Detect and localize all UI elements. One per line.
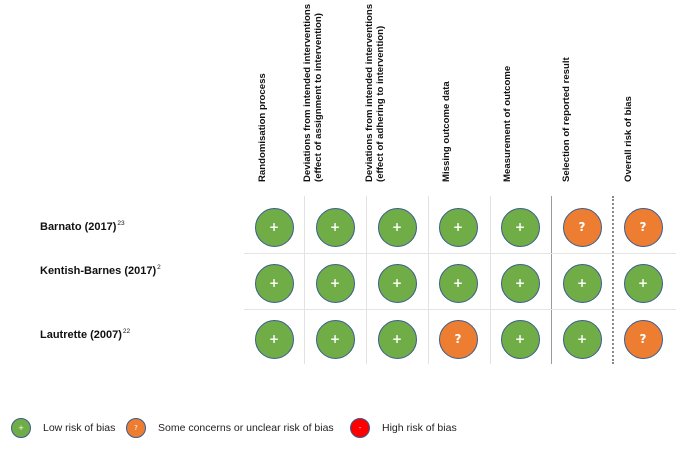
legend-symbol: ? [134, 424, 138, 432]
low-risk-icon: + [500, 319, 540, 359]
study-label-barnato: Barnato (2017)23 [40, 220, 125, 233]
low-risk-icon: + [315, 319, 355, 359]
header-label: Deviations from intended interventions [364, 3, 375, 182]
low-risk-icon: + [315, 263, 355, 303]
overall-divider [612, 196, 614, 364]
grid-divider [490, 196, 491, 364]
row-divider [244, 309, 676, 310]
legend-high: - High risk of bias [350, 417, 457, 439]
low-risk-icon: + [377, 319, 417, 359]
grid-divider [551, 196, 552, 364]
some-concerns-icon: ? [126, 418, 146, 438]
grid-divider [304, 196, 305, 364]
some-concerns-icon: ? [438, 319, 478, 359]
header-sublabel: (effect of adhering to intervention) [375, 25, 386, 182]
study-name: Lautrette (2007) [40, 329, 122, 341]
low-risk-icon: + [562, 263, 602, 303]
low-risk-icon: + [377, 207, 417, 247]
legend-label: High risk of bias [382, 422, 457, 434]
low-risk-icon: + [562, 319, 602, 359]
grid-divider [366, 196, 367, 364]
header-label: Measurement of outcome [502, 65, 513, 182]
some-concerns-icon: ? [623, 319, 663, 359]
low-risk-icon: + [438, 207, 478, 247]
low-risk-icon: + [377, 263, 417, 303]
reference-number: 23 [117, 220, 125, 227]
grid-divider [428, 196, 429, 364]
reference-number: 2 [157, 264, 161, 271]
header-label: Randomisation process [257, 73, 268, 182]
header-label: Missing outcome data [441, 81, 452, 182]
low-risk-icon: + [500, 263, 540, 303]
low-risk-icon: + [623, 263, 663, 303]
legend-low: + Low risk of bias [11, 417, 115, 439]
header-label: Deviations from intended interventions [302, 3, 313, 182]
reference-number: 22 [122, 328, 131, 335]
low-risk-icon: + [11, 418, 31, 438]
header-label: Selection of reported result [561, 57, 572, 182]
low-risk-icon: + [254, 263, 294, 303]
study-label-lautrette: Lautrette (2007)22 [40, 328, 130, 341]
row-divider [244, 253, 676, 254]
header-sublabel: (effect of assignment to intervention) [313, 13, 324, 182]
some-concerns-icon: ? [562, 207, 602, 247]
study-label-kentish-barnes: Kentish-Barnes (2017)2 [40, 264, 161, 277]
legend-label: Low risk of bias [43, 422, 116, 434]
low-risk-icon: + [254, 207, 294, 247]
some-concerns-icon: ? [623, 207, 663, 247]
header-label: Overall risk of bias [623, 96, 634, 182]
low-risk-icon: + [438, 263, 478, 303]
legend-symbol: - [358, 424, 362, 432]
legend-symbol: + [18, 424, 24, 432]
low-risk-icon: + [254, 319, 294, 359]
legend-some: ? Some concerns or unclear risk of bias [126, 417, 334, 439]
low-risk-icon: + [500, 207, 540, 247]
low-risk-icon: + [315, 207, 355, 247]
high-risk-icon: - [350, 418, 370, 438]
study-name: Barnato (2017) [40, 221, 117, 233]
study-name: Kentish-Barnes (2017) [40, 265, 157, 277]
legend-label: Some concerns or unclear risk of bias [158, 422, 334, 434]
